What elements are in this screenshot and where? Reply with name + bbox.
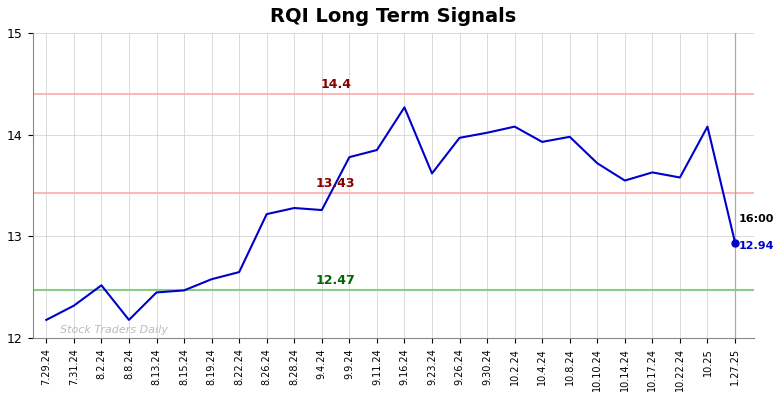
Title: RQI Long Term Signals: RQI Long Term Signals bbox=[270, 7, 517, 26]
Text: 16:00: 16:00 bbox=[739, 214, 775, 224]
Text: 14.4: 14.4 bbox=[320, 78, 351, 91]
Text: Stock Traders Daily: Stock Traders Daily bbox=[60, 325, 168, 335]
Text: 12.47: 12.47 bbox=[316, 274, 355, 287]
Text: 13.43: 13.43 bbox=[316, 177, 355, 190]
Text: 12.94: 12.94 bbox=[739, 240, 775, 251]
Point bbox=[729, 240, 742, 246]
